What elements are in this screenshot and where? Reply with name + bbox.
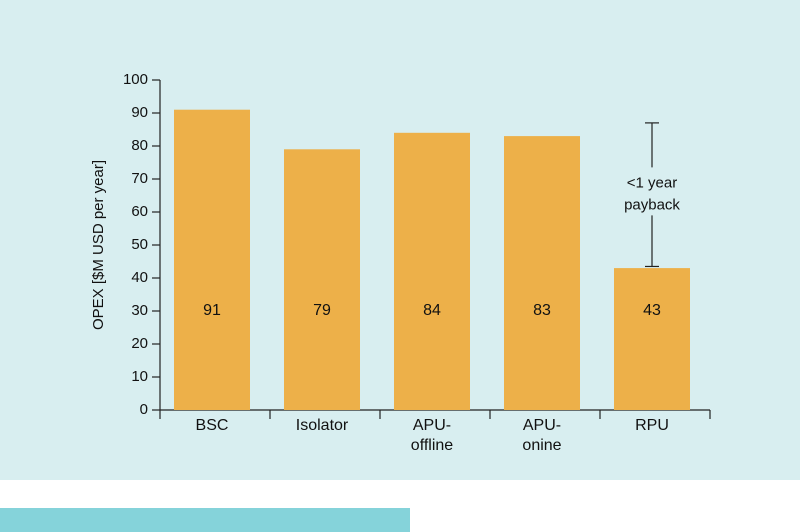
opex-bar-chart: OPEX [$M USD per year] 0 10 20 30 40 50 60 70 80… — [90, 71, 711, 454]
x-category-label-line: APU- — [413, 417, 451, 434]
bar-value-label: 83 — [533, 302, 551, 319]
x-category-label-line: BSC — [196, 417, 229, 434]
x-category-label: APU-offline — [411, 417, 454, 454]
bar-value-label: 43 — [643, 302, 661, 319]
bar — [174, 109, 250, 410]
y-axis-label: OPEX [$M USD per year] — [90, 160, 107, 330]
x-category-label-line: offline — [411, 437, 454, 454]
y-tick-label: 60 — [131, 203, 148, 220]
bottom-strip — [0, 508, 410, 532]
annotation-text-line: payback — [624, 196, 680, 213]
payback-annotation: <1 year payback — [624, 122, 680, 268]
x-category-label: Isolator — [296, 417, 349, 434]
page-notch — [434, 480, 800, 532]
y-tick-label: 10 — [131, 368, 148, 385]
bar — [614, 268, 690, 410]
y-tick-label: 30 — [131, 302, 148, 319]
y-tick-label: 90 — [131, 104, 148, 121]
annotation-text-line: <1 year — [627, 174, 677, 191]
bars: 91 BSC 79 Isolator 84 APU-offline 83 APU-onine 4… — [174, 109, 690, 454]
y-tick-label: 50 — [131, 236, 148, 253]
bar-value-label: 91 — [203, 302, 221, 319]
bar-value-label: 84 — [423, 302, 441, 319]
y-tick-label: 20 — [131, 335, 148, 352]
y-tick-label: 0 — [140, 401, 148, 418]
y-tick-label: 40 — [131, 269, 148, 286]
x-category-label-line: Isolator — [296, 417, 349, 434]
bar — [284, 149, 360, 411]
x-category-label-line: APU- — [523, 417, 561, 434]
y-tick-label: 100 — [123, 71, 148, 88]
annotation-text: <1 year payback — [624, 174, 680, 213]
x-category-label-line: onine — [522, 437, 561, 454]
x-category-label: RPU — [635, 417, 669, 434]
x-category-label-line: RPU — [635, 417, 669, 434]
y-tick-label: 70 — [131, 170, 148, 187]
bar — [394, 132, 470, 411]
x-category-label: APU-onine — [522, 417, 561, 454]
x-category-label: BSC — [196, 417, 229, 434]
y-tick-label: 80 — [131, 137, 148, 154]
bar-value-label: 79 — [313, 302, 331, 319]
bar — [504, 136, 580, 410]
